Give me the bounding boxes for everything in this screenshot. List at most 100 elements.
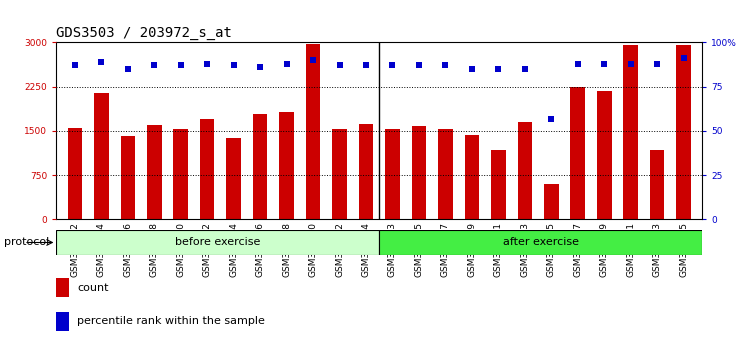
Point: [148, 63, 160, 68]
Bar: [623, 45, 638, 219]
Point: [677, 56, 689, 61]
Bar: [517, 122, 532, 219]
Bar: [571, 87, 585, 219]
Point: [387, 63, 399, 68]
Text: GDS3503 / 203972_s_at: GDS3503 / 203972_s_at: [56, 26, 232, 40]
Text: protocol: protocol: [4, 238, 49, 247]
Bar: [385, 129, 400, 219]
Bar: [438, 129, 453, 219]
Point: [228, 63, 240, 68]
Bar: [623, 45, 638, 219]
Point: [599, 61, 611, 67]
Text: count: count: [77, 283, 108, 293]
Point: [493, 66, 505, 72]
Point: [95, 59, 107, 65]
Bar: [253, 114, 267, 219]
Point: [493, 66, 505, 72]
Point: [519, 66, 531, 72]
Bar: [56, 230, 379, 255]
Bar: [517, 122, 532, 219]
Point: [599, 61, 611, 67]
Point: [69, 63, 81, 68]
Point: [651, 61, 663, 67]
Point: [333, 63, 345, 68]
Point: [572, 61, 584, 67]
Bar: [650, 150, 665, 219]
Point: [466, 66, 478, 72]
Bar: [200, 119, 215, 219]
Bar: [173, 129, 188, 219]
Bar: [226, 138, 241, 219]
Point: [69, 63, 81, 68]
Point: [387, 63, 399, 68]
Point: [625, 61, 637, 67]
Bar: [571, 87, 585, 219]
Bar: [677, 45, 691, 219]
Point: [466, 66, 478, 72]
Bar: [68, 128, 82, 219]
Bar: [359, 124, 373, 219]
Point: [281, 61, 293, 67]
Point: [201, 61, 213, 67]
Bar: [491, 150, 505, 219]
Point: [519, 66, 531, 72]
Bar: [253, 114, 267, 219]
Text: after exercise: after exercise: [502, 238, 579, 247]
Bar: [385, 129, 400, 219]
Point: [333, 63, 345, 68]
Bar: [412, 126, 427, 219]
Bar: [491, 150, 505, 219]
Bar: [332, 129, 347, 219]
Point: [95, 59, 107, 65]
Bar: [120, 136, 135, 219]
Text: percentile rank within the sample: percentile rank within the sample: [77, 316, 265, 326]
Point: [545, 116, 557, 121]
Bar: [56, 312, 70, 331]
Bar: [147, 125, 161, 219]
Point: [122, 66, 134, 72]
Bar: [68, 128, 82, 219]
Point: [228, 63, 240, 68]
Point: [254, 64, 266, 70]
Bar: [544, 184, 559, 219]
Bar: [120, 136, 135, 219]
Point: [175, 63, 187, 68]
Bar: [597, 91, 611, 219]
Point: [572, 61, 584, 67]
Point: [360, 63, 372, 68]
Bar: [332, 129, 347, 219]
Bar: [412, 126, 427, 219]
Point: [625, 61, 637, 67]
Bar: [306, 44, 321, 219]
Point: [439, 63, 451, 68]
Bar: [359, 124, 373, 219]
Bar: [379, 230, 702, 255]
Point: [439, 63, 451, 68]
Point: [201, 61, 213, 67]
Bar: [677, 45, 691, 219]
Bar: [597, 91, 611, 219]
Text: before exercise: before exercise: [175, 238, 261, 247]
Point: [254, 64, 266, 70]
Point: [360, 63, 372, 68]
Point: [651, 61, 663, 67]
Bar: [147, 125, 161, 219]
Bar: [173, 129, 188, 219]
Bar: [306, 44, 321, 219]
Point: [413, 63, 425, 68]
Bar: [465, 135, 479, 219]
Bar: [279, 112, 294, 219]
Bar: [544, 184, 559, 219]
Point: [122, 66, 134, 72]
Point: [545, 116, 557, 121]
Bar: [279, 112, 294, 219]
Point: [281, 61, 293, 67]
Bar: [650, 150, 665, 219]
Point: [413, 63, 425, 68]
Bar: [465, 135, 479, 219]
Bar: [94, 93, 109, 219]
Bar: [438, 129, 453, 219]
Bar: [56, 278, 70, 297]
Point: [677, 56, 689, 61]
Point: [175, 63, 187, 68]
